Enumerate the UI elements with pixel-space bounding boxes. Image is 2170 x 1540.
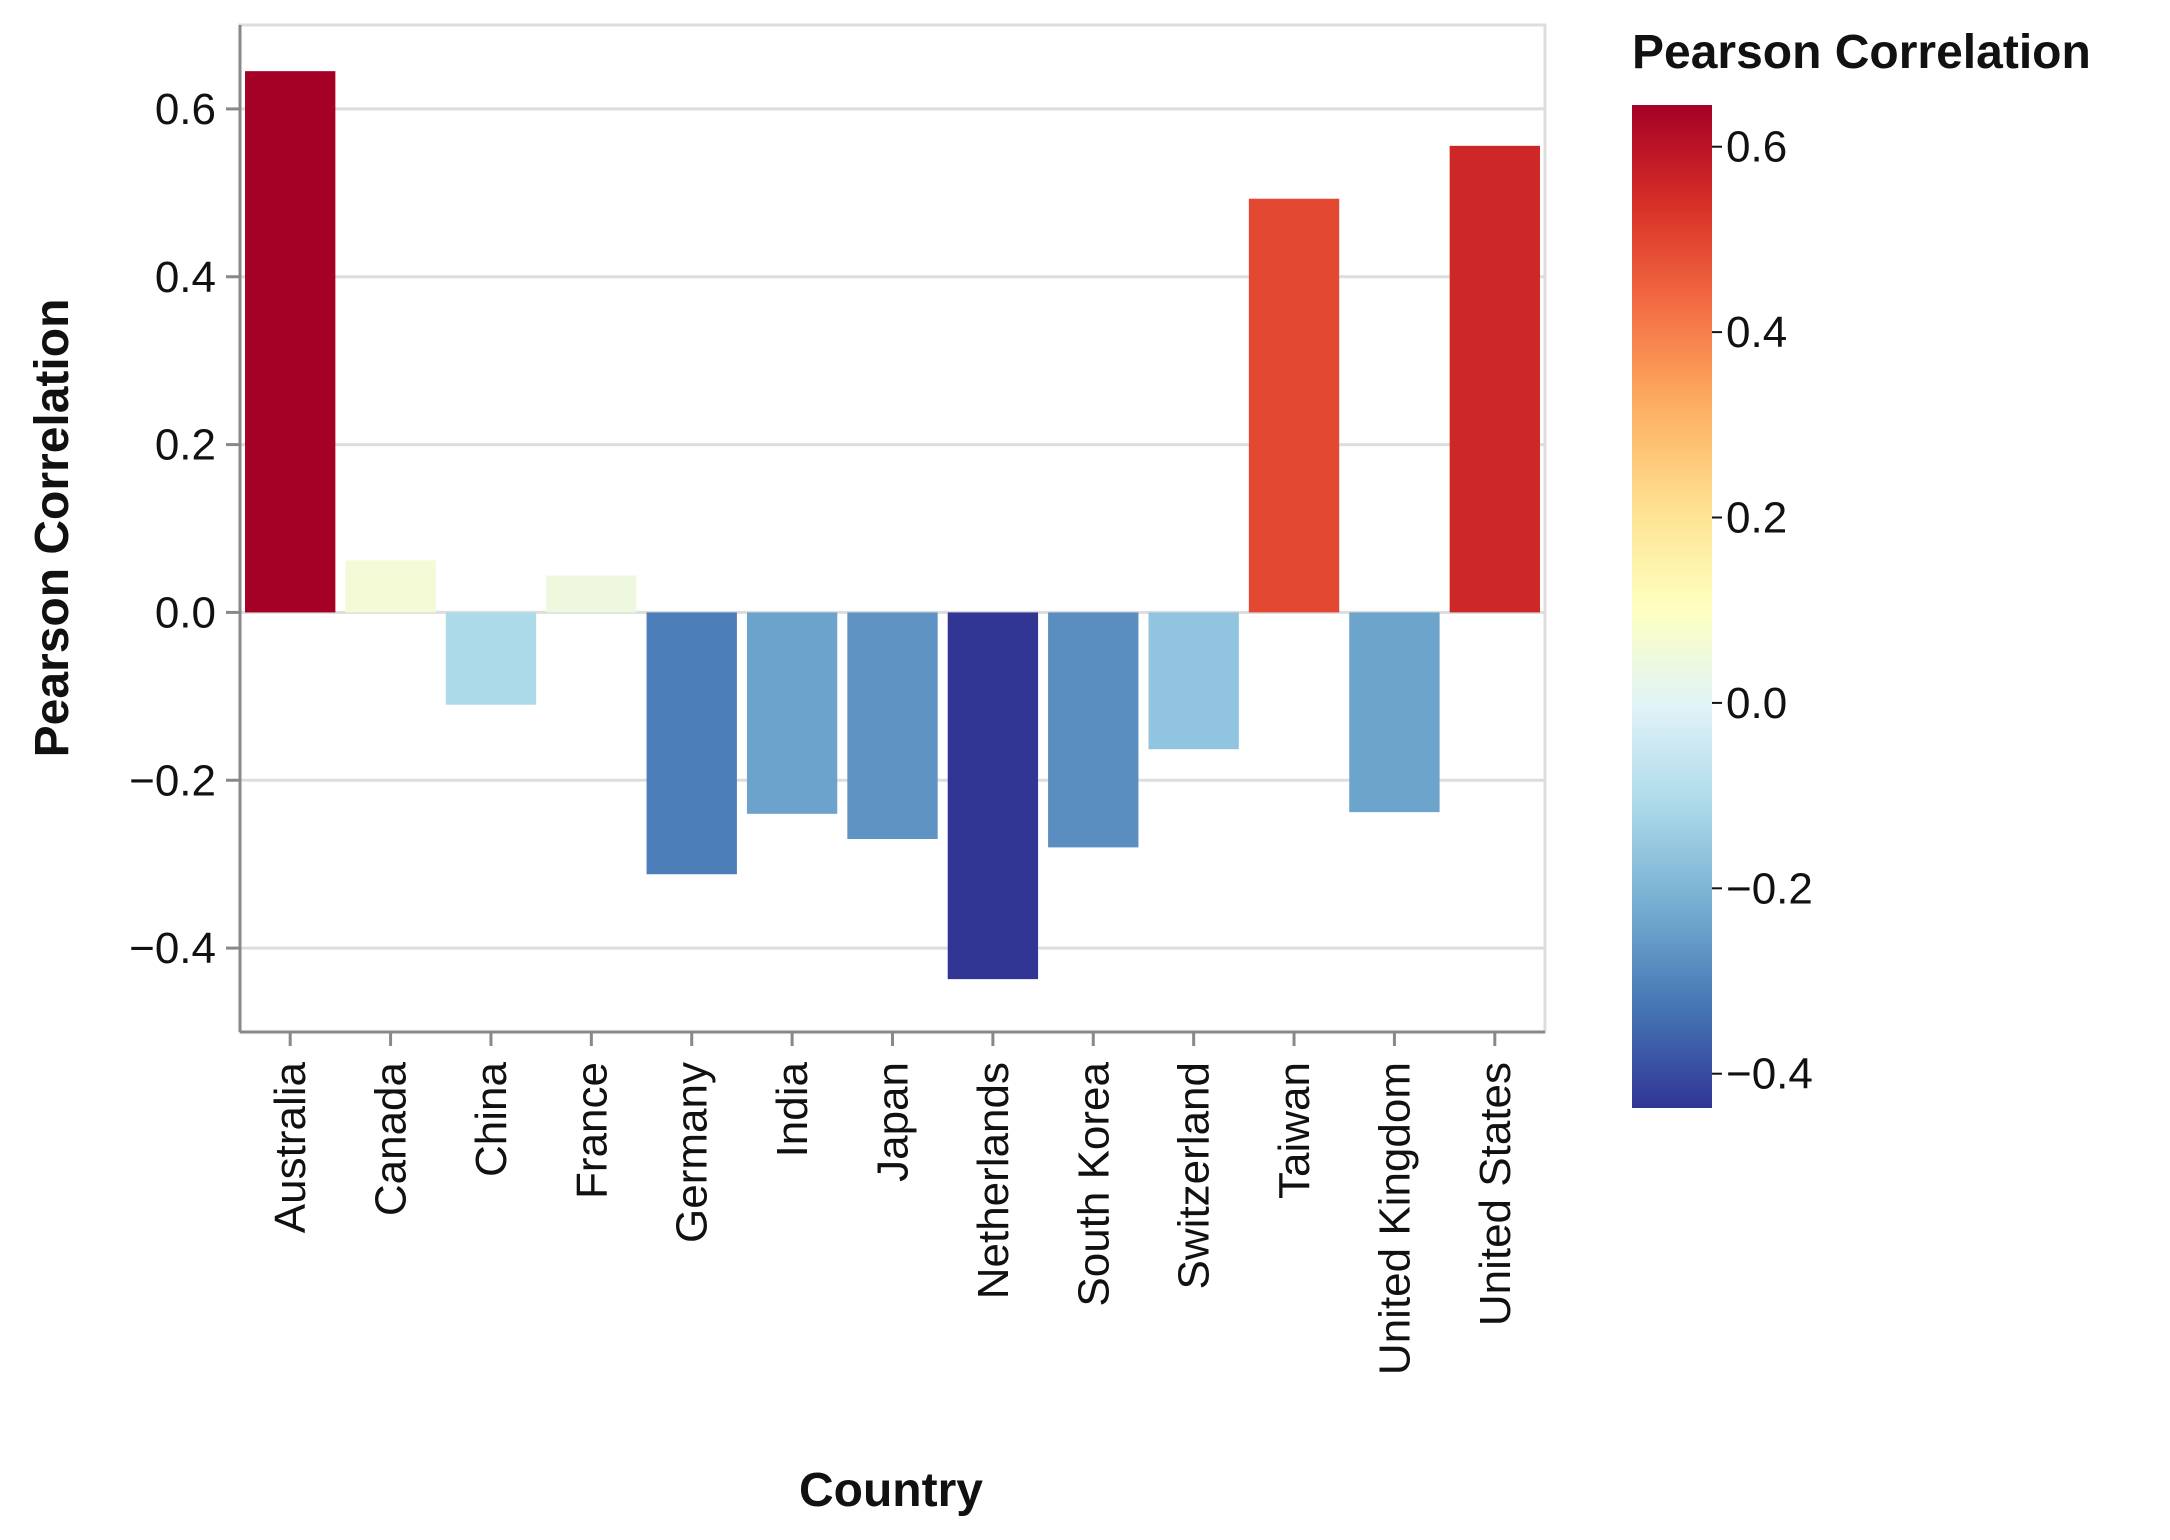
x-tick-label: United Kingdom <box>1370 1062 1419 1375</box>
bar-australia <box>245 71 335 612</box>
bar-japan <box>847 612 937 839</box>
bar-south-korea <box>1048 612 1138 847</box>
y-tick-label: −0.4 <box>129 924 216 973</box>
bar-canada <box>345 560 435 612</box>
y-tick-label: 0.4 <box>155 253 216 302</box>
plot-frame <box>240 25 1545 1032</box>
y-axis-title: Pearson Correlation <box>26 299 79 758</box>
legend-title: Pearson Correlation <box>1632 26 2091 79</box>
bar-netherlands <box>948 612 1038 979</box>
legend-tick-label: −0.2 <box>1726 864 1813 913</box>
color-legend: Pearson Correlation −0.4 −0.2 0.0 0.2 0.4 0.6 <box>1632 26 2091 1108</box>
bar-switzerland <box>1148 612 1238 749</box>
legend-ticks: −0.4 −0.2 0.0 0.2 0.4 0.6 <box>1712 123 1813 1099</box>
bar-united-kingdom <box>1349 612 1439 812</box>
x-tick-label: Switzerland <box>1170 1062 1219 1289</box>
legend-tick-label: 0.2 <box>1726 494 1787 543</box>
bar-united-states <box>1450 146 1540 613</box>
x-tick-label: India <box>768 1061 817 1157</box>
bar-taiwan <box>1249 199 1339 613</box>
y-tick-label: 0.2 <box>155 421 216 470</box>
y-tick-label: 0.6 <box>155 85 216 134</box>
y-tick-label: 0.0 <box>155 588 216 637</box>
legend-gradient-bar <box>1632 105 1712 1108</box>
bar-france <box>546 575 636 612</box>
bar-china <box>446 612 536 704</box>
x-tick-label: Taiwan <box>1270 1062 1319 1199</box>
gridlines <box>240 25 1545 1032</box>
legend-tick-label: 0.4 <box>1726 308 1787 357</box>
x-tick-label: South Korea <box>1069 1061 1118 1306</box>
legend-tick-label: 0.6 <box>1726 123 1787 172</box>
x-tick-label: France <box>567 1062 616 1199</box>
x-tick-label: Australia <box>266 1061 315 1233</box>
y-tick-label: −0.2 <box>129 756 216 805</box>
bar-india <box>747 612 837 813</box>
x-tick-label: Germany <box>668 1062 717 1243</box>
x-tick-label: Netherlands <box>969 1062 1018 1299</box>
legend-tick-label: 0.0 <box>1726 679 1787 728</box>
x-axis-title: Country <box>799 1464 983 1517</box>
x-tick-label: Canada <box>367 1061 416 1216</box>
x-tick-label: China <box>467 1061 516 1176</box>
bar-germany <box>647 612 737 874</box>
bars <box>245 71 1540 979</box>
legend-tick-label: −0.4 <box>1726 1050 1813 1099</box>
x-tick-label: United States <box>1471 1062 1520 1326</box>
x-tick-label: Japan <box>869 1062 918 1182</box>
